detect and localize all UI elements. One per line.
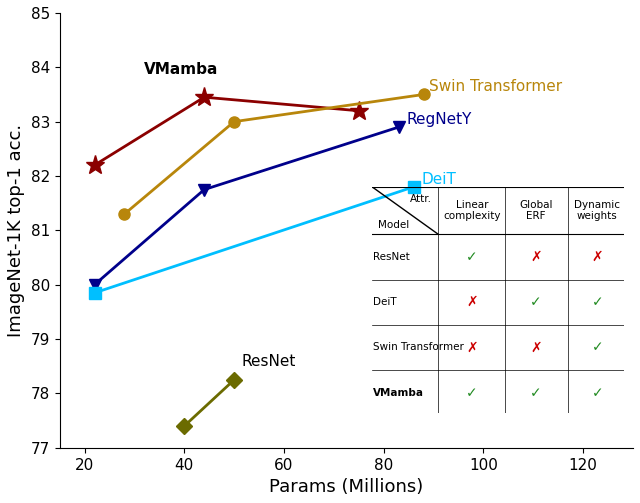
Text: RegNetY: RegNetY (406, 112, 472, 127)
X-axis label: Params (Millions): Params (Millions) (269, 478, 424, 496)
Text: VMamba: VMamba (145, 62, 219, 77)
Y-axis label: ImageNet-1K top-1 acc.: ImageNet-1K top-1 acc. (7, 124, 25, 337)
Text: DeiT: DeiT (421, 172, 456, 187)
Text: Swin Transformer: Swin Transformer (429, 79, 562, 95)
Text: ResNet: ResNet (242, 354, 296, 369)
